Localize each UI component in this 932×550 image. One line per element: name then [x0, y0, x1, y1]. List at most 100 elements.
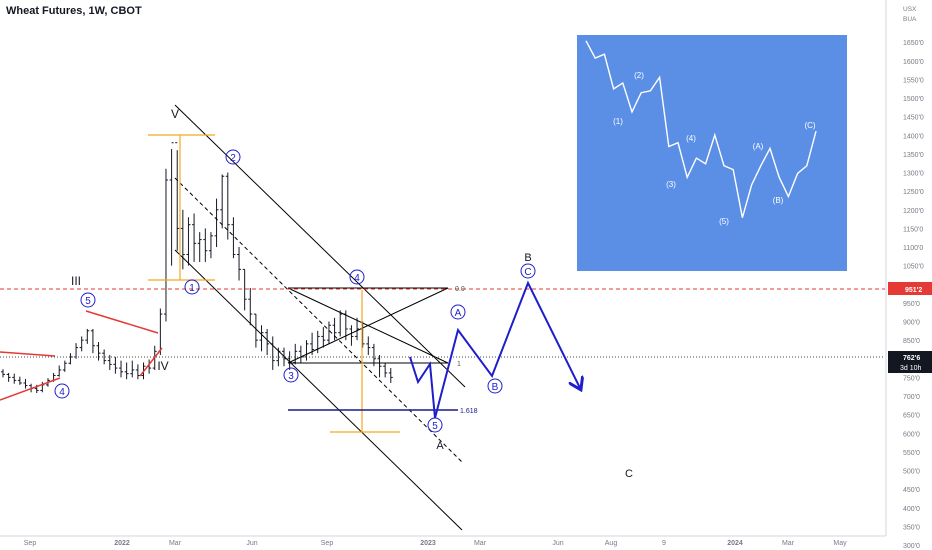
ohlc-bar — [225, 172, 230, 240]
y-tick-label: 400'0 — [903, 506, 920, 513]
ohlc-bar — [169, 142, 174, 266]
svg-text:4: 4 — [354, 273, 360, 284]
ohlc-bar — [377, 355, 382, 378]
y-tick-label: 900'0 — [903, 320, 920, 327]
wave-label: C — [625, 468, 633, 480]
ohlc-bar — [360, 321, 365, 348]
x-tick-label: 9 — [662, 540, 666, 547]
ohlc-bar — [383, 362, 388, 378]
currency-label: USX — [903, 6, 917, 13]
ohlc-bar — [57, 365, 62, 377]
x-tick-label: 2023 — [420, 540, 436, 547]
ohlc-bar — [79, 336, 84, 352]
target-price-tag: 951'2 — [888, 282, 932, 295]
inset-wave-label: (B) — [773, 196, 784, 205]
y-tick-label: 750'0 — [903, 375, 920, 382]
y-tick-label: 950'0 — [903, 301, 920, 308]
wave-label: IV — [157, 359, 168, 373]
ohlc-bar — [6, 372, 11, 382]
ohlc-bar — [62, 360, 67, 372]
wave-label: C — [520, 263, 536, 279]
ohlc-bar — [113, 356, 118, 374]
ohlc-bar — [248, 288, 253, 326]
x-tick-label: Sep — [321, 540, 334, 547]
wave-label: B — [487, 378, 503, 394]
y-tick-label: 500'0 — [903, 469, 920, 476]
ohlc-bar — [366, 336, 371, 356]
fib-triangle — [287, 287, 449, 364]
ohlc-bar — [68, 353, 73, 365]
y-tick-label: 350'0 — [903, 524, 920, 531]
ohlc-bar — [163, 168, 168, 322]
y-tick-label: 1200'0 — [903, 208, 924, 215]
x-tick-label: Aug — [605, 540, 618, 547]
ohlc-bar — [23, 378, 28, 389]
svg-text:5: 5 — [432, 421, 438, 432]
wave-label: A — [450, 304, 466, 320]
wave-label: 1 — [184, 279, 200, 295]
ohlc-bar — [96, 342, 101, 361]
fib-0-label: 0.0 — [455, 286, 465, 293]
wave-label: 2 — [225, 149, 241, 165]
svg-text:B: B — [492, 382, 499, 393]
ohlc-bar — [349, 325, 354, 346]
inset-panel: (1) (2) (3) (4) (5) (A) (B) (C) — [577, 35, 847, 271]
wave-label: B — [524, 252, 531, 264]
ohlc-bar — [214, 198, 219, 248]
inset-wave-label: (2) — [634, 71, 644, 80]
svg-text:2: 2 — [230, 153, 236, 164]
ohlc-bar — [208, 232, 213, 259]
ohlc-bar — [90, 328, 95, 354]
ohlc-bar — [124, 362, 129, 380]
ohlc-bar — [298, 345, 303, 363]
x-tick-label: Mar — [474, 540, 487, 547]
ohlc-bar — [355, 317, 360, 341]
ohlc-bar — [220, 174, 225, 229]
ohlc-bar — [253, 313, 258, 348]
y-tick-label: 1450'0 — [903, 115, 924, 122]
ohlc-bar — [203, 228, 208, 262]
ohlc-bar — [242, 268, 247, 311]
trend-channel — [174, 104, 466, 531]
ohlc-bar — [135, 364, 140, 380]
y-tick-label: 650'0 — [903, 413, 920, 420]
ohlc-bar — [119, 360, 124, 378]
y-tick-label: 1100'0 — [903, 245, 923, 252]
inset-wave-label: (4) — [686, 134, 696, 143]
ohlc-bar — [388, 368, 393, 383]
ohlc-bar — [371, 343, 376, 367]
y-tick-label: 300'0 — [903, 543, 920, 550]
y-tick-label: 700'0 — [903, 394, 920, 401]
ohlc-bar — [192, 213, 197, 262]
svg-text:3: 3 — [288, 371, 294, 382]
y-tick-label: 450'0 — [903, 487, 920, 494]
wave-label: 4 — [349, 269, 365, 285]
svg-text:5: 5 — [85, 296, 91, 307]
wave-label: III — [71, 274, 81, 288]
wave-label: 4 — [54, 383, 70, 399]
ohlc-bar — [1, 369, 5, 378]
ohlc-bar — [180, 209, 185, 270]
ohlc-bar — [102, 349, 107, 365]
ohlc-bar — [175, 142, 180, 251]
y-tick-label: 1350'0 — [903, 152, 924, 159]
y-tick-label: 600'0 — [903, 431, 920, 438]
svg-text:4: 4 — [59, 387, 65, 398]
y-tick-label: 1600'0 — [903, 59, 924, 66]
x-tick-label: Jun — [552, 540, 563, 547]
svg-text:762'6: 762'6 — [903, 355, 920, 362]
time-axis[interactable]: Sep 2022 Mar Jun Sep 2023 Mar Jun Aug 9 2024 Mar May — [24, 540, 847, 547]
ohlc-bar — [338, 310, 343, 337]
ohlc-bar — [12, 373, 17, 384]
ohlc-bar — [237, 247, 242, 281]
wave-label: 5 — [80, 292, 96, 308]
plot-area — [1, 142, 393, 394]
wave-label: 3 — [283, 367, 299, 383]
y-tick-label: 1150'0 — [903, 226, 923, 233]
inset-wave-label: (A) — [753, 142, 764, 151]
wave-label: A — [436, 440, 444, 452]
svg-text:1: 1 — [189, 283, 195, 294]
ohlc-bar — [270, 336, 275, 370]
ohlc-bar — [265, 328, 270, 356]
